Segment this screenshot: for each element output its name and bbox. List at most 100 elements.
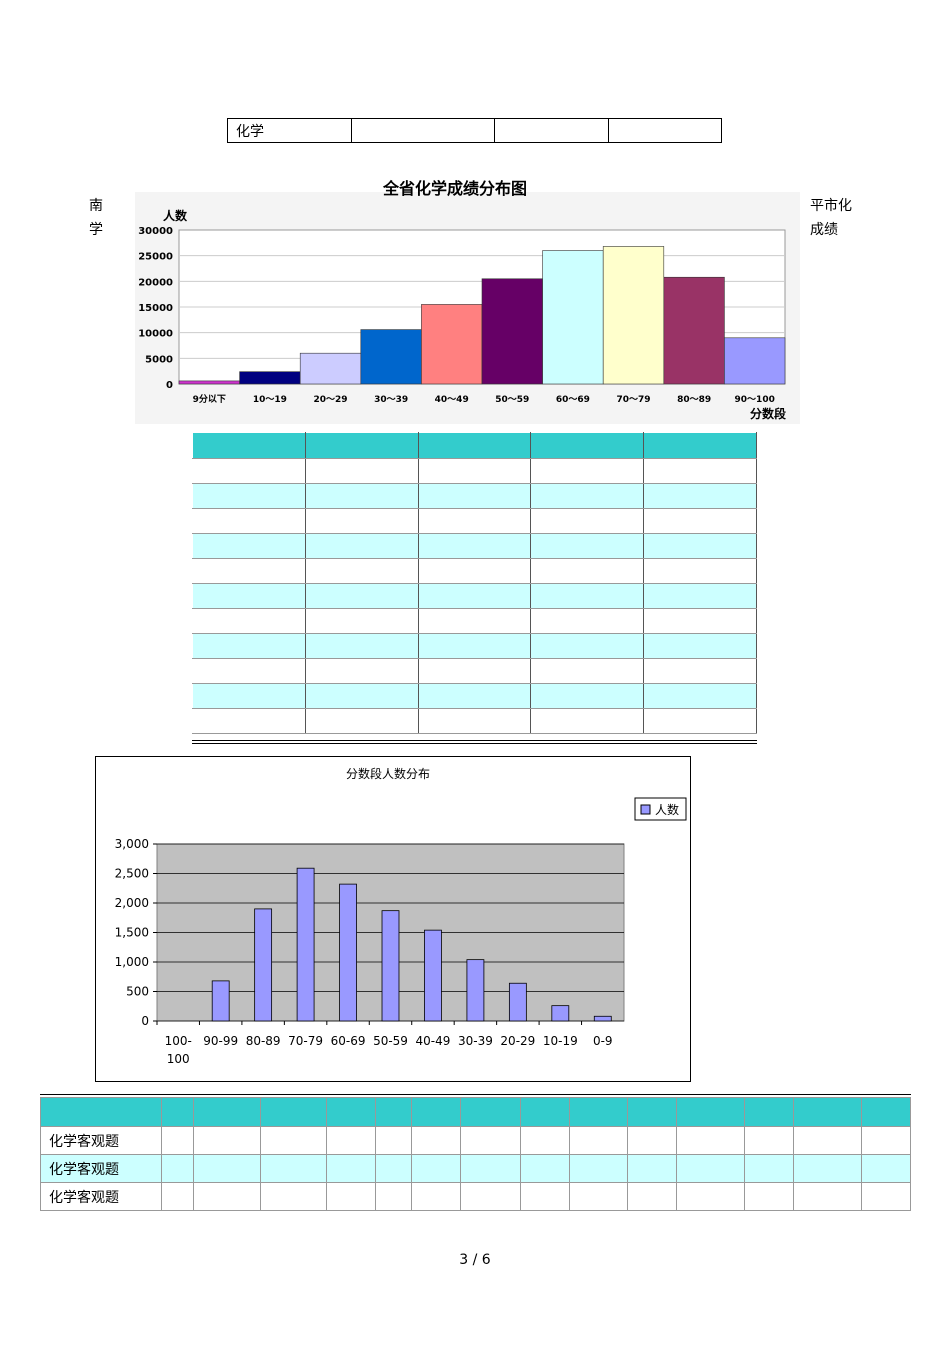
chart1-ytick-label: 25000 [138,252,173,263]
mid-table-cell [643,483,757,509]
chart1-ytick-label: 15000 [138,303,173,314]
mid-table [192,432,757,734]
chart2-xtick-label: 30-39 [458,1034,493,1048]
mid-table-cell [304,608,419,634]
bottom-table-cell [374,1126,413,1155]
mid-table-cell [530,533,645,559]
chart1-xtick-label: 30～39 [374,395,408,405]
mid-table-row [192,658,757,684]
bottom-table-cell [520,1154,570,1183]
chart2-xtick-line: 100- [165,1034,192,1048]
mid-table-row [192,483,757,509]
bottom-table-cell [40,1097,162,1127]
mid-table-cell [304,658,419,684]
chart1-xtick-label: 70～79 [616,395,650,405]
chart2-bar [381,910,400,1022]
side-text-left: 南 学 [89,194,103,242]
mid-table-cell [417,583,532,609]
chart2-xtick-label: 100- 100 [165,1034,192,1066]
top-table-label: 化学 [227,118,352,143]
bottom-table-cell [459,1154,522,1183]
chart2-xtick-line: 60-69 [331,1034,366,1048]
chart2-bar [508,982,527,1022]
chart1-xtick-label: 50～59 [495,395,529,405]
mid-table-cell [643,458,757,484]
mid-table-cell [643,583,757,609]
bottom-table-cell [193,1126,261,1155]
mid-table-row [192,608,757,634]
chart2-xtick-label: 20-29 [500,1034,535,1048]
chart2-ytick-label: 3,000 [115,837,149,851]
mid-table-cell [643,508,757,534]
mid-table-cell [192,508,306,534]
chart2-xtick-label: 50-59 [373,1034,408,1048]
bottom-table-cell [374,1097,413,1127]
chart2-ytick-label: 2,500 [115,867,149,881]
chart2-xtick-line: 10-19 [543,1034,578,1048]
bottom-table-cell [160,1097,195,1127]
mid-table-cell [643,533,757,559]
chart1-bar [542,250,604,385]
bottom-table-cell [861,1126,911,1155]
mid-table-cell [304,508,419,534]
bottom-table-cell [744,1154,794,1183]
chart2-xtick-line: 80-89 [246,1034,281,1048]
mid-table-cell [530,708,645,734]
mid-table-cell [304,533,419,559]
chart1-bar [421,304,483,385]
mid-table-row [192,558,757,584]
chart1-xtick-label: 90～100 [735,395,775,405]
chart1-xtick-label: 80～89 [677,395,711,405]
chart1-ytick-label: 30000 [138,226,173,237]
chart2-bar [424,929,442,1022]
chart2-xtick-line: 20-29 [500,1034,535,1048]
mid-table-cell [530,458,645,484]
chart1-xtick-label: 20～29 [313,395,347,405]
mid-table-cell [192,608,306,634]
bottom-table-cell [160,1126,195,1155]
top-table-cell [607,118,723,143]
chart2-xtick-line: 30-39 [458,1034,493,1048]
mid-table-cell [304,683,419,709]
mid-table-row [192,508,757,534]
bottom-table-header-row [40,1097,911,1127]
bottom-table-row: 化学客观题 [40,1126,911,1155]
bottom-table-cell [160,1182,195,1211]
chart2-xtick-label: 90-99 [203,1034,238,1048]
bottom-table-cell [568,1182,629,1211]
top-table-row: 化学 [227,118,723,143]
mid-table-cell [530,483,645,509]
bottom-table-cell [374,1154,413,1183]
bottom-table-cell [792,1154,863,1183]
bottom-table-cell [792,1126,863,1155]
bottom-table-cell [568,1154,629,1183]
mid-table-cell [643,658,757,684]
mid-table-row [192,458,757,484]
chart2-xtick-label: 70-79 [288,1034,323,1048]
bottom-table-cell [792,1182,863,1211]
legend-label: 人数 [655,802,679,817]
chart1-xlabel: 分数段 [750,406,787,421]
chart2-xtick-label: 10-19 [543,1034,578,1048]
mid-table-cell [192,658,306,684]
chart1-xtick-label: 60～69 [556,395,590,405]
chart1-bar [360,329,422,385]
bottom-table-label: 化学客观题 [40,1154,162,1183]
bottom-table-cell [627,1097,678,1127]
chart1-xtick-label: 10～19 [253,395,287,405]
mid-table-cell [192,583,306,609]
mid-table-header-row [192,432,757,459]
mid-table-cell [304,458,419,484]
bottom-table-cell [676,1126,746,1155]
bottom-table-cell [861,1182,911,1211]
bottom-table-cell [259,1097,328,1127]
bottom-table-cell [193,1154,261,1183]
chart2-bar [211,980,230,1022]
bottom-table-row: 化学客观题 [40,1182,911,1211]
chart2-ytick-label: 500 [126,985,149,999]
bottom-table-cell [520,1097,570,1127]
bottom-table: 化学客观题 化学客观题 化学客观题 [40,1097,911,1211]
chart2-xtick-line: 50-59 [373,1034,408,1048]
chart2-bar [254,908,273,1022]
bottom-table-cell [744,1097,794,1127]
